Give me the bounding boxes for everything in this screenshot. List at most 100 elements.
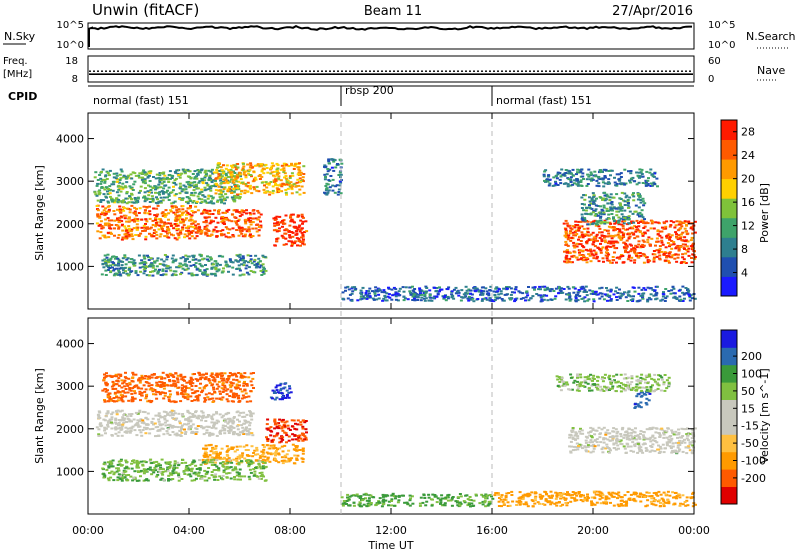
data-cell — [573, 179, 577, 182]
data-cell — [299, 171, 303, 174]
data-cell — [632, 221, 636, 224]
data-cell — [568, 295, 572, 297]
data-cell — [359, 298, 363, 301]
data-cell — [647, 177, 650, 180]
data-cell — [609, 174, 612, 177]
data-cell — [243, 372, 247, 375]
data-cell — [599, 205, 603, 208]
data-cell — [205, 431, 209, 434]
data-cell — [586, 213, 590, 216]
data-cell — [206, 396, 210, 399]
data-cell — [274, 179, 278, 182]
data-cell — [289, 391, 293, 394]
data-cell — [599, 170, 603, 173]
data-cell — [605, 248, 609, 251]
data-cell — [244, 174, 248, 177]
data-cell — [658, 248, 662, 251]
data-cell — [247, 219, 250, 222]
data-cell — [227, 375, 231, 377]
data-cell — [205, 425, 209, 428]
data-cell — [600, 286, 604, 289]
data-cell — [251, 227, 255, 230]
data-cell — [115, 427, 119, 430]
data-cell — [99, 213, 103, 216]
data-cell — [176, 393, 180, 396]
data-cell — [198, 180, 202, 183]
data-cell — [338, 184, 342, 187]
data-cell — [668, 243, 672, 246]
data-cell — [290, 419, 294, 422]
data-cell — [596, 293, 600, 296]
data-cell — [196, 169, 200, 171]
data-cell — [214, 185, 218, 188]
data-cell — [108, 418, 112, 421]
data-cell — [101, 259, 105, 262]
data-cell — [576, 168, 580, 171]
data-cell — [247, 376, 251, 379]
data-cell — [106, 172, 110, 174]
data-cell — [270, 171, 274, 174]
data-cell — [272, 164, 276, 167]
data-cell — [672, 243, 676, 246]
data-cell — [663, 251, 667, 254]
data-cell — [600, 240, 604, 243]
data-cell — [148, 210, 152, 213]
data-cell — [282, 167, 286, 170]
data-cell — [239, 173, 243, 176]
data-cell — [537, 294, 541, 297]
data-cell — [571, 168, 575, 171]
data-cell — [566, 185, 570, 188]
data-cell — [300, 215, 304, 218]
data-cell — [641, 252, 645, 255]
data-cell — [238, 420, 241, 423]
data-cell — [235, 229, 239, 231]
data-cell — [231, 166, 234, 169]
data-cell — [422, 292, 426, 295]
data-cell — [188, 379, 192, 382]
data-cell — [104, 218, 108, 221]
data-cell — [241, 228, 245, 231]
data-cell — [232, 458, 236, 461]
data-cell — [215, 262, 219, 265]
data-cell — [93, 191, 97, 194]
data-cell — [667, 252, 671, 255]
data-cell — [249, 187, 253, 190]
data-cell — [615, 299, 619, 301]
data-cell — [151, 428, 155, 430]
data-cell — [200, 201, 204, 203]
data-cell — [578, 227, 581, 230]
data-cell — [241, 452, 245, 455]
data-cell — [197, 394, 201, 397]
data-cell — [575, 245, 579, 248]
data-cell — [241, 430, 245, 433]
data-cell — [247, 273, 251, 276]
data-cell — [203, 225, 207, 228]
data-cell — [195, 235, 199, 238]
data-cell — [149, 271, 152, 273]
data-cell — [488, 289, 492, 291]
data-cell — [260, 274, 264, 276]
data-cell — [144, 388, 148, 391]
data-cell — [295, 445, 299, 448]
data-cell — [154, 185, 158, 188]
data-cell — [176, 228, 180, 230]
data-cell — [293, 454, 297, 457]
data-cell — [107, 400, 111, 403]
data-cell — [115, 410, 118, 413]
data-cell — [122, 209, 126, 212]
data-cell — [216, 199, 220, 202]
data-cell — [660, 230, 664, 233]
data-cell — [212, 220, 215, 223]
data-cell — [97, 415, 101, 417]
data-cell — [585, 184, 589, 187]
data-cell — [163, 222, 167, 225]
data-cell — [502, 299, 506, 302]
data-cell — [196, 379, 200, 382]
data-cell — [175, 169, 179, 172]
data-cell — [607, 253, 611, 256]
data-cell — [639, 220, 642, 223]
data-cell — [577, 229, 581, 232]
data-cell — [633, 261, 636, 264]
data-cell — [159, 186, 163, 189]
data-cell — [179, 426, 183, 429]
